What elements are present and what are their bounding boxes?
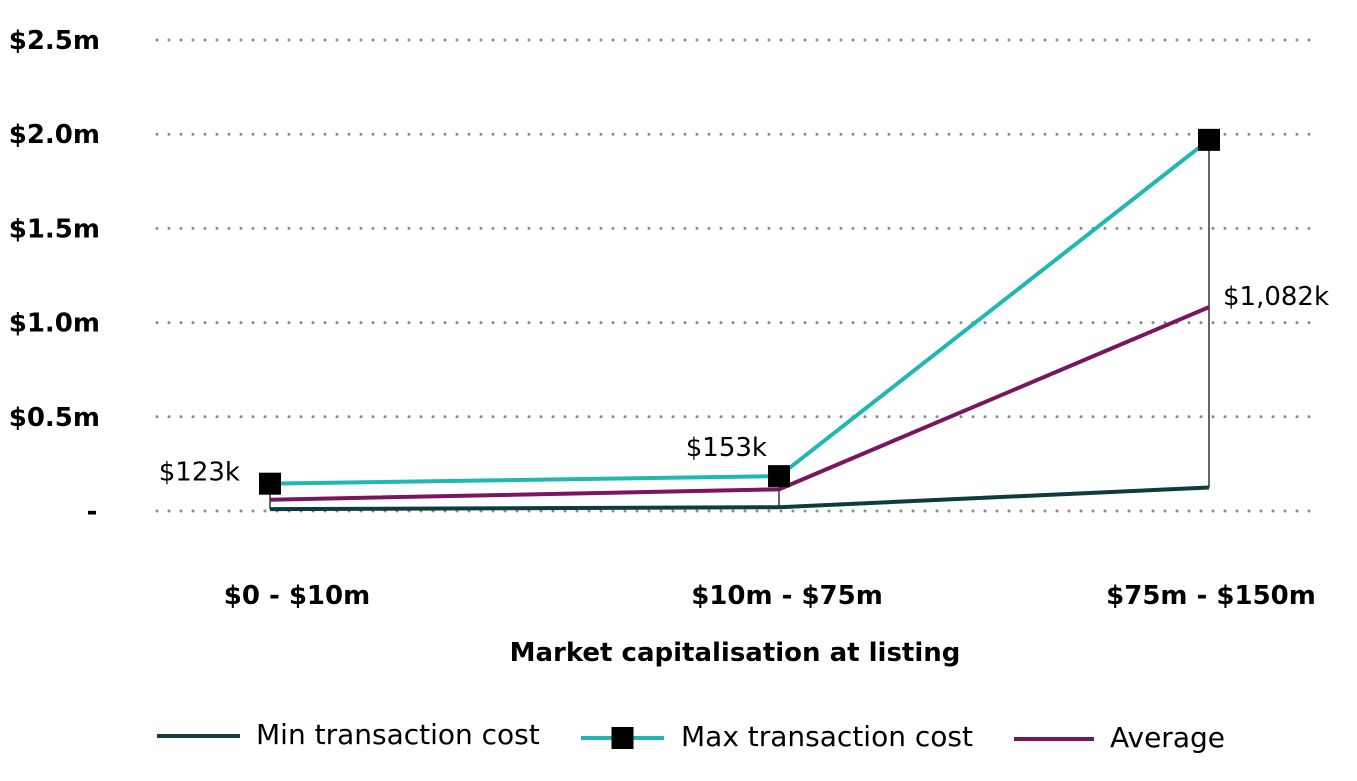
legend-item: Average (1014, 721, 1225, 754)
series-line-average (269, 305, 1210, 502)
x-axis-ticks: $0 - $10m $10m - $75m $75m - $150m (224, 581, 1316, 611)
y-tick-label: - (87, 497, 98, 527)
data-point-marker (259, 472, 281, 495)
y-tick-label: $1.5m (9, 214, 100, 244)
y-tick-label: $2.0m (9, 120, 100, 150)
x-tick-label: $10m - $75m (691, 581, 883, 611)
data-label: $1,082k (1223, 282, 1329, 312)
y-tick-label: $0.5m (9, 403, 100, 433)
legend: Min transaction cost Max transaction cost… (157, 718, 1225, 754)
legend-label: Average (1110, 721, 1225, 754)
x-tick-label: $0 - $10m (224, 581, 370, 611)
legend-item: Max transaction cost (581, 720, 973, 753)
y-tick-label: $1.0m (9, 309, 100, 339)
data-point-marker (768, 465, 790, 488)
data-label: $123k (159, 458, 240, 488)
series-line-max-transaction-cost (269, 138, 1211, 486)
y-axis-ticks: - $0.5m $1.0m $1.5m $2.0m $2.5m (9, 26, 100, 527)
x-tick-label: $75m - $150m (1106, 581, 1316, 611)
legend-marker (611, 727, 634, 749)
legend-item: Min transaction cost (157, 718, 540, 751)
data-point-marker (1198, 128, 1220, 151)
legend-label: Min transaction cost (256, 718, 540, 751)
y-tick-label: $2.5m (9, 26, 100, 56)
data-labels: $123k $153k $1,082k (159, 282, 1329, 488)
data-label: $153k (686, 433, 767, 463)
series-line-min-transaction-cost (269, 485, 1210, 512)
series-markers (259, 128, 1220, 495)
x-axis-title: Market capitalisation at listing (510, 638, 961, 668)
gridlines (155, 38, 1320, 513)
legend-label: Max transaction cost (681, 720, 973, 753)
